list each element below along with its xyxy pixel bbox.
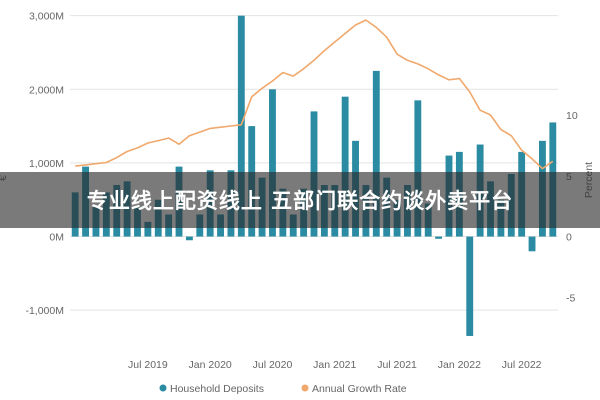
- left-tick-label: 0M: [49, 232, 64, 244]
- growth-line-path: [75, 19, 554, 170]
- x-tick-label: Jul 2022: [502, 359, 542, 371]
- legend-label-growth: Annual Growth Rate: [312, 383, 407, 395]
- x-tick-label: Jan 2020: [189, 359, 232, 371]
- x-tick-label: Jan 2021: [313, 359, 356, 371]
- deposit-bar: [528, 236, 536, 252]
- overlay-banner: 专业线上配资线上 五部门联合约谈外卖平台: [0, 172, 600, 228]
- x-axis-ticks: Jul 2019 Jan 2020 Jul 2020 Jan 2021 Jul 2021…: [128, 359, 542, 371]
- deposit-bar: [144, 221, 152, 237]
- growth-line: [75, 19, 554, 170]
- x-tick-label: Jan 2022: [438, 359, 481, 371]
- legend: Household Deposits Annual Growth Rate: [159, 383, 407, 395]
- x-tick-label: Jul 2021: [377, 359, 417, 371]
- x-tick-label: Jul 2020: [253, 359, 293, 371]
- right-tick-label: 0: [566, 232, 572, 244]
- left-tick-label: 3,000M: [29, 11, 64, 23]
- deposit-bar: [466, 236, 474, 336]
- deposit-bar: [414, 100, 422, 237]
- legend-marker-growth: [301, 384, 309, 392]
- legend-label-deposits: Household Deposits: [170, 383, 264, 395]
- left-tick-label: 2,000M: [29, 84, 64, 96]
- overlay-banner-text: 专业线上配资线上 五部门联合约谈外卖平台: [86, 189, 514, 213]
- deposit-bar: [341, 96, 349, 237]
- deposit-bar: [269, 89, 276, 237]
- deposit-bar: [237, 15, 245, 237]
- left-axis-ticks: -1,000M 0M 1,000M 2,000M 3,000M: [25, 11, 64, 318]
- x-tick-label: Jul 2019: [128, 359, 168, 371]
- right-tick-label: 10: [566, 110, 578, 122]
- deposit-bar: [372, 70, 380, 237]
- deposit-bar: [435, 236, 443, 239]
- left-tick-label: -1,000M: [25, 305, 64, 317]
- right-tick-label: -5: [566, 292, 575, 304]
- left-tick-label: 1,000M: [29, 158, 64, 170]
- legend-marker-deposits: [159, 384, 167, 392]
- deposit-bar: [185, 236, 193, 241]
